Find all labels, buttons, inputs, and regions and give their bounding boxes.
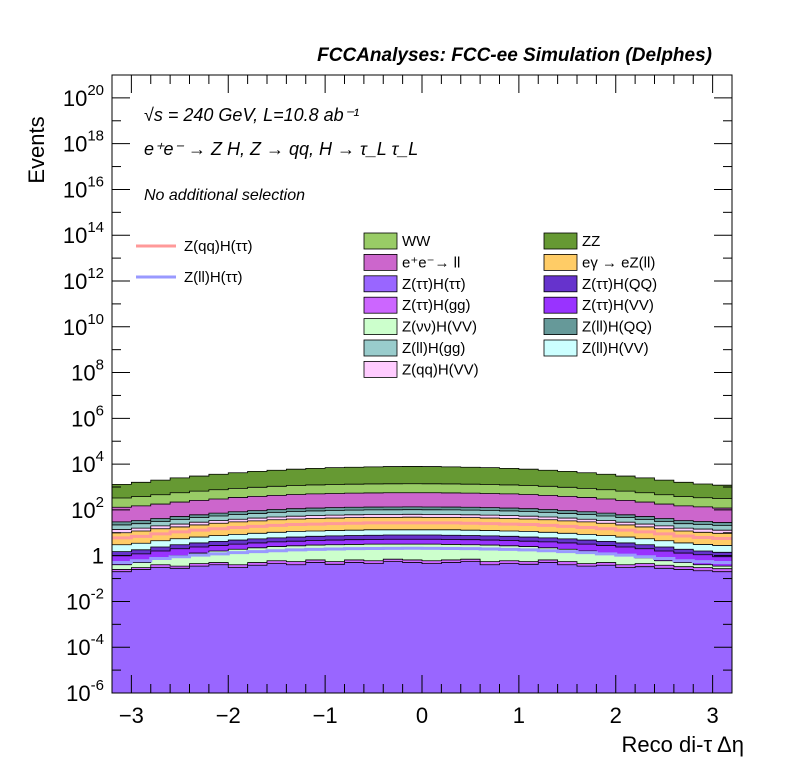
legend-box-swatch — [363, 232, 398, 250]
legend-entry-label: Z(ττ)H(ττ) — [402, 276, 466, 293]
energy-lumi-annotation: √s = 240 GeV, L=10.8 ab⁻¹ — [144, 105, 359, 125]
legend-entry-label: eγ → eZ(ll) — [582, 254, 655, 271]
legend-entry-label: WW — [402, 233, 431, 250]
y-tick-label: 10-4 — [66, 631, 104, 660]
y-tick-label: 1012 — [63, 265, 104, 294]
y-tick-label: 1018 — [63, 128, 104, 157]
legend-entry-label: Z(ll)H(ττ) — [184, 269, 243, 286]
legend-box-swatch — [363, 275, 398, 293]
y-tick-label: 1020 — [63, 82, 104, 111]
legend-entry-label: Z(ττ)H(gg) — [402, 297, 471, 314]
x-axis-label: Reco di-τ Δη — [622, 732, 744, 757]
legend-entry-label: ZZ — [582, 233, 600, 250]
process-annotation: e⁺e⁻ → Z H, Z → qq, H → τ_L τ_L — [144, 139, 418, 159]
y-axis-label: Events — [24, 116, 49, 183]
y-tick-label: 1 — [92, 544, 104, 569]
stack-area-Z(ττ)H(ττ) — [111, 561, 733, 694]
x-axis: −3 −2 −1 0 1 2 3 — [111, 75, 733, 728]
chart-title: FCCAnalyses: FCC-ee Simulation (Delphes) — [317, 45, 712, 66]
legend-entry-label: Z(qq)H(ττ) — [184, 238, 253, 255]
signal-lines-layer — [112, 521, 732, 565]
y-tick-label: 102 — [71, 494, 104, 523]
y-axis: 10-6 10-4 10-2 1 102 104 106 108 1010 1012 1014 101… — [63, 82, 732, 706]
legend-entry-label: Z(ll)H(QQ) — [582, 319, 652, 336]
y-tick-label: 10-2 — [66, 585, 104, 614]
x-tick-label: −1 — [313, 703, 338, 728]
y-tick-label: 10-6 — [66, 677, 104, 706]
signal-line-Z(qq)H(ττ) — [112, 521, 732, 541]
x-tick-label: 0 — [416, 703, 428, 728]
legend-entry-label: Z(ll)H(VV) — [582, 340, 649, 357]
stack-layer — [111, 466, 733, 694]
selection-annotation: No additional selection — [144, 187, 305, 204]
legend-box-swatch — [363, 253, 398, 271]
y-tick-label: 1016 — [63, 173, 104, 202]
legend-box-swatch — [543, 318, 578, 336]
legend-entry-label: Z(ττ)H(QQ) — [582, 276, 657, 293]
x-tick-label: −2 — [216, 703, 241, 728]
legend-box-swatch — [363, 360, 398, 378]
legend-box-swatch — [543, 339, 578, 357]
legend-box-swatch — [363, 339, 398, 357]
y-tick-label: 104 — [71, 448, 104, 477]
legend-box-swatch — [543, 232, 578, 250]
x-tick-label: 1 — [513, 703, 525, 728]
y-tick-label: 106 — [71, 402, 104, 431]
legend-entry-label: e⁺e⁻→ ll — [402, 254, 460, 271]
legend-box-swatch — [543, 296, 578, 314]
y-tick-label: 108 — [71, 357, 104, 386]
legend-box-swatch — [363, 296, 398, 314]
legend-entry-label: Z(νν)H(VV) — [402, 319, 477, 336]
legend-box-swatch — [543, 253, 578, 271]
legend-box-swatch — [543, 275, 578, 293]
legend-box-swatch — [363, 318, 398, 336]
x-tick-label: 2 — [610, 703, 622, 728]
y-tick-label: 1014 — [63, 219, 104, 248]
x-tick-label: 3 — [707, 703, 719, 728]
legend-entry-label: Z(ll)H(gg) — [402, 340, 465, 357]
legend: Z(qq)H(ττ) Z(ll)H(ττ) WW e⁺e⁻→ ll Z(ττ)H(ττ)… — [136, 232, 657, 378]
legend-entry-label: Z(ττ)H(VV) — [582, 297, 654, 314]
x-tick-label: −3 — [119, 703, 144, 728]
signal-line-Z(ll)H(ττ) — [112, 546, 732, 565]
y-tick-label: 1010 — [63, 311, 104, 340]
legend-entry-label: Z(qq)H(VV) — [402, 361, 479, 378]
